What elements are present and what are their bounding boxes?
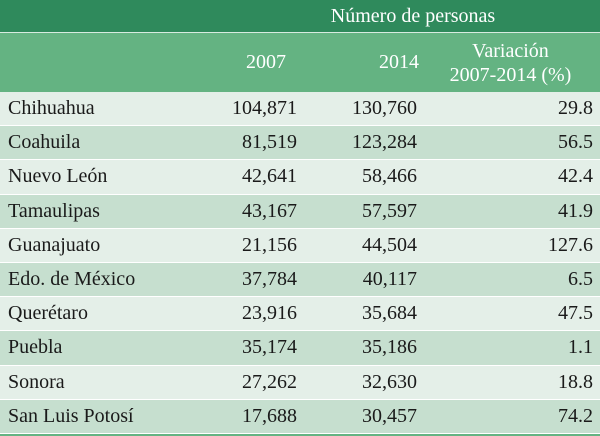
variation-cell: 42.4: [558, 165, 593, 188]
value-2014-cell: 58,466: [362, 165, 417, 188]
table-row: Guanajuato 21,156 44,504 127.6: [0, 228, 600, 263]
state-cell: Puebla: [8, 336, 63, 359]
variation-cell: 6.5: [568, 268, 593, 291]
header-col-variation-line2: 2007-2014 (%): [449, 63, 572, 86]
header-spacer: [0, 0, 216, 32]
header-columns-row: 2007 2014 Variación 2007-2014 (%): [0, 33, 600, 92]
variation-cell: 18.8: [558, 370, 593, 393]
value-2014-cell: 32,630: [362, 370, 417, 393]
table-body: Chihuahua 104,871 130,760 29.8 Coahuila 81,51…: [0, 92, 600, 434]
table-row: Puebla 35,174 35,186 1.1: [0, 331, 600, 366]
value-2007-cell: 27,262: [242, 370, 297, 393]
table-row: Sonora 27,262 32,630 18.8: [0, 365, 600, 400]
state-cell: Tamaulipas: [8, 199, 100, 222]
value-2014-cell: 130,760: [352, 97, 417, 120]
state-cell: Chihuahua: [8, 97, 95, 120]
table-row: San Luis Potosí 17,688 30,457 74.2: [0, 399, 600, 434]
value-2007-cell: 43,167: [242, 199, 297, 222]
state-cell: San Luis Potosí: [8, 404, 134, 427]
value-2014-cell: 40,117: [362, 268, 417, 291]
table-row: Chihuahua 104,871 130,760 29.8: [0, 92, 600, 127]
value-2014-cell: 30,457: [362, 404, 417, 427]
value-2014-cell: 35,186: [362, 336, 417, 359]
value-2007-cell: 21,156: [242, 233, 297, 256]
value-2014-cell: 57,597: [362, 199, 417, 222]
header-divider: [0, 32, 600, 33]
value-2014-cell: 123,284: [352, 131, 417, 154]
table-row: Tamaulipas 43,167 57,597 41.9: [0, 194, 600, 229]
value-2014-cell: 44,504: [362, 233, 417, 256]
state-cell: Querétaro: [8, 302, 88, 325]
state-cell: Sonora: [8, 370, 65, 393]
header-col-variation-line1: Variación: [472, 39, 549, 62]
variation-cell: 29.8: [558, 97, 593, 120]
variation-cell: 74.2: [558, 404, 593, 427]
value-2007-cell: 81,519: [242, 131, 297, 154]
variation-cell: 56.5: [558, 131, 593, 154]
state-cell: Guanajuato: [8, 233, 101, 256]
value-2007-cell: 23,916: [242, 302, 297, 325]
header-group-label: Número de personas: [330, 5, 496, 27]
table-row: Coahuila 81,519 123,284 56.5: [0, 126, 600, 161]
value-2007-cell: 35,174: [242, 336, 297, 359]
state-cell: Edo. de México: [8, 268, 136, 291]
variation-cell: 41.9: [558, 199, 593, 222]
variation-cell: 1.1: [568, 336, 593, 359]
state-cell: Nuevo León: [8, 165, 108, 188]
table-row: Nuevo León 42,641 58,466 42.4: [0, 160, 600, 195]
variation-cell: 127.6: [548, 233, 593, 256]
value-2007-cell: 17,688: [242, 404, 297, 427]
variation-cell: 47.5: [558, 302, 593, 325]
state-cell: Coahuila: [8, 131, 81, 154]
header-col-2014: 2014: [379, 51, 419, 73]
value-2014-cell: 35,684: [362, 302, 417, 325]
header-group-row: Número de personas: [0, 0, 600, 32]
value-2007-cell: 42,641: [242, 165, 297, 188]
table-row: Edo. de México 37,784 40,117 6.5: [0, 262, 600, 298]
table-row: Querétaro 23,916 35,684 47.5: [0, 297, 600, 332]
value-2007-cell: 37,784: [242, 268, 297, 291]
header-col-2007: 2007: [246, 51, 286, 73]
value-2007-cell: 104,871: [232, 97, 297, 120]
header-col-variation: Variación 2007-2014 (%): [419, 39, 594, 87]
